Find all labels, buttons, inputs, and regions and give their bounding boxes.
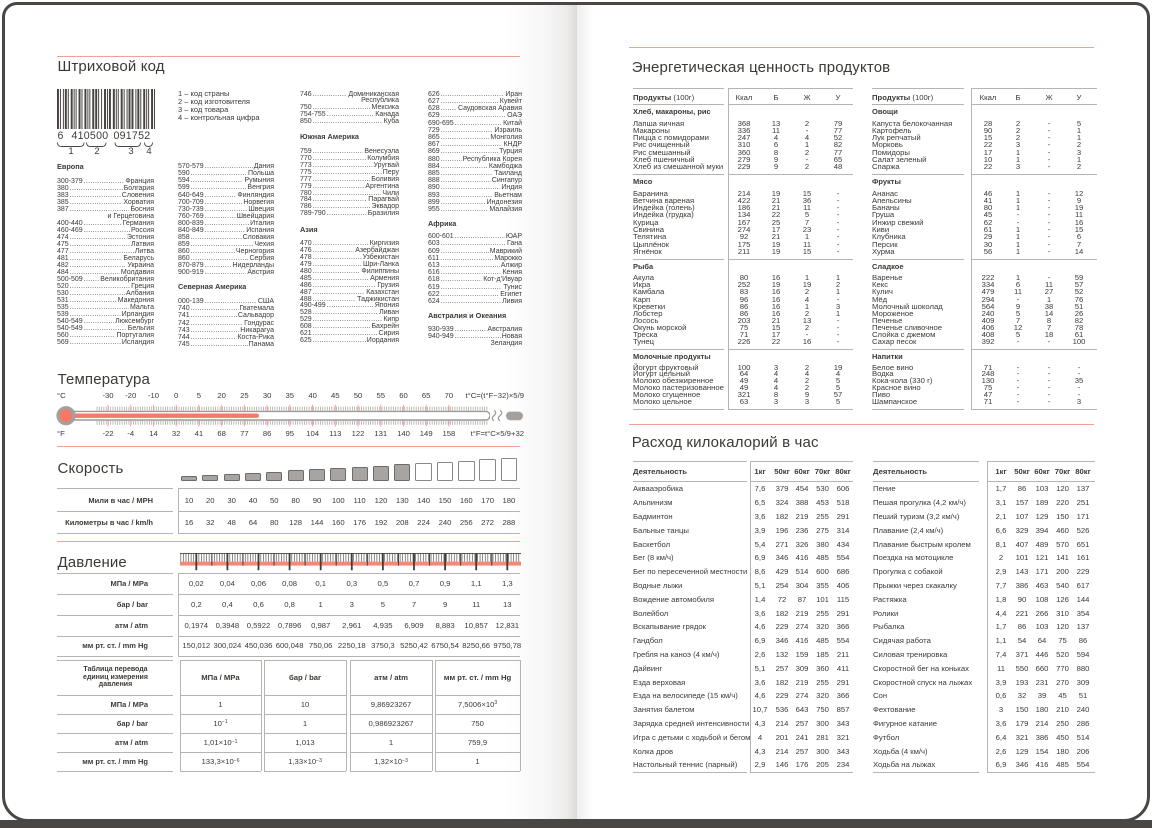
- svg-text:4: 4: [146, 146, 151, 157]
- svg-text:1: 1: [68, 146, 73, 157]
- svg-text:091752: 091752: [114, 130, 151, 142]
- svg-text:2: 2: [94, 146, 99, 157]
- svg-text:3: 3: [128, 146, 133, 157]
- svg-text:410500: 410500: [72, 130, 109, 142]
- svg-text:6: 6: [58, 130, 64, 142]
